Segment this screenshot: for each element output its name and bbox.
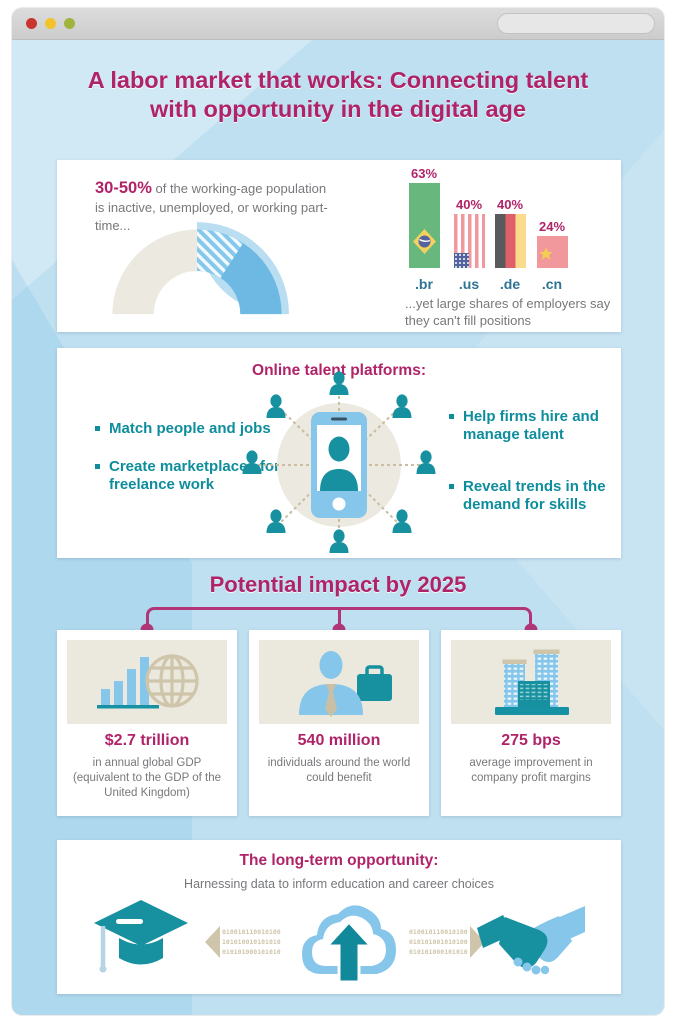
impact-card-individuals: 540 million individuals around the world… xyxy=(249,630,429,816)
brazil-flag-emblem-icon xyxy=(412,229,436,254)
binary-text: 010101000101010 xyxy=(222,948,281,957)
bullet-item: Match people and jobs xyxy=(95,420,280,438)
window-controls xyxy=(26,18,75,29)
card-online-talent-platforms: Online talent platforms: Match people an… xyxy=(57,348,621,558)
browser-titlebar xyxy=(12,8,664,40)
data-flow-arrow-left: 010010110010100 101010010101010 01010100… xyxy=(205,926,281,958)
bullet-item: Create marketplaces for freelance work xyxy=(95,458,280,494)
impact-desc: individuals around the world could benef… xyxy=(267,757,411,785)
search-input[interactable] xyxy=(498,17,654,30)
china-flag-stars-icon xyxy=(539,240,554,260)
binary-text: 010101001010100 xyxy=(409,937,468,946)
bar-value-label: 40% xyxy=(455,197,483,212)
bar-column-us: 40% xyxy=(452,197,486,268)
bullet-item: Reveal trends in the demand for skills xyxy=(449,478,614,514)
graduation-cap-icon xyxy=(94,900,188,973)
inactivity-caption: of the working-age population is inactiv… xyxy=(95,181,328,233)
bullet-item: Help firms hire and manage talent xyxy=(449,408,614,444)
page-title: A labor market that works: Connecting ta… xyxy=(87,67,589,123)
bar-column-brazil: 63% xyxy=(407,166,441,268)
cloud-upload-icon xyxy=(302,905,396,984)
data-flow-arrow-right: 010010110010100 010101001010100 01010100… xyxy=(409,926,485,958)
office-buildings-icon xyxy=(495,649,569,715)
impact-stat: 275 bps xyxy=(501,732,561,749)
bar-category-label: .de xyxy=(499,276,521,292)
icon-panel xyxy=(451,640,611,724)
binary-text: 010101000101010 xyxy=(409,948,468,957)
semicircle-gauge-chart xyxy=(112,222,289,315)
impact-stat: $2.7 trillion xyxy=(104,732,190,749)
platforms-bullets-right: Help firms hire and manage talent Reveal… xyxy=(449,408,614,534)
bar-column-china: 24% xyxy=(535,219,569,268)
bar-value-label: 40% xyxy=(496,197,524,212)
handshake-icon xyxy=(477,906,585,975)
arrowhead-left-icon xyxy=(205,926,220,958)
businessperson-briefcase-icon xyxy=(299,651,392,717)
inactivity-stat-text: 30-50% of the working-age population is … xyxy=(95,177,330,234)
bar-category-label: .us xyxy=(458,276,480,292)
close-button[interactable] xyxy=(26,18,37,29)
impact-stat: 540 million xyxy=(297,732,381,749)
bullet-text: Create marketplaces for freelance work xyxy=(109,458,280,493)
platforms-bullets-left: Match people and jobs Create marketplace… xyxy=(95,420,280,514)
bar-value-label: 24% xyxy=(538,219,566,234)
platforms-title: Online talent platforms: xyxy=(252,362,426,379)
us-flag-canton xyxy=(453,253,469,268)
zoom-button[interactable] xyxy=(64,18,75,29)
employer-chart-caption: ...yet large shares of employers say the… xyxy=(405,296,611,328)
binary-text: 101010010101010 xyxy=(222,937,281,946)
bar-category-label: .br xyxy=(415,276,433,292)
phone-network-icon xyxy=(242,371,436,553)
impact-connector-drop xyxy=(338,607,341,631)
bar-us-flag xyxy=(453,214,485,268)
impact-desc: average improvement in company profit ma… xyxy=(469,757,593,785)
card-labor-inactivity: 30-50% of the working-age population is … xyxy=(57,160,621,332)
bar-category-label: .cn xyxy=(541,276,563,292)
icon-panel xyxy=(259,640,419,724)
impact-desc: in annual global GDP (equivalent to the … xyxy=(72,757,222,800)
longterm-subtitle: Harnessing data to inform education and … xyxy=(184,877,494,891)
impact-card-gdp: $2.7 trillion in annual global GDP (equi… xyxy=(57,630,237,816)
binary-text: 010010110010100 xyxy=(222,927,281,936)
bullet-text: Reveal trends in the demand for skills xyxy=(463,478,606,513)
minimize-button[interactable] xyxy=(45,18,56,29)
bar-germany-flag xyxy=(494,214,526,268)
inactivity-stat: 30-50% xyxy=(95,179,152,197)
bullet-text: Match people and jobs xyxy=(109,420,271,437)
employer-bar-chart: 63% 40% 40% 24% xyxy=(403,166,617,292)
impact-title: Potential impact by 2025 xyxy=(209,572,467,597)
bar-brazil-flag xyxy=(408,183,440,268)
card-longterm-opportunity: The long-term opportunity: Harnessing da… xyxy=(57,840,621,994)
bar-china-flag xyxy=(536,236,568,268)
impact-card-profit: 275 bps average improvement in company p… xyxy=(441,630,621,816)
binary-text: 010010110010100 xyxy=(409,927,468,936)
icon-panel xyxy=(67,640,227,724)
bar-value-label: 63% xyxy=(410,166,438,181)
longterm-title: The long-term opportunity: xyxy=(239,852,439,869)
bar-chart-globe-icon xyxy=(97,654,199,709)
bullet-text: Help firms hire and manage talent xyxy=(463,408,599,443)
search-field[interactable] xyxy=(497,13,655,34)
bar-column-germany: 40% xyxy=(493,197,527,268)
